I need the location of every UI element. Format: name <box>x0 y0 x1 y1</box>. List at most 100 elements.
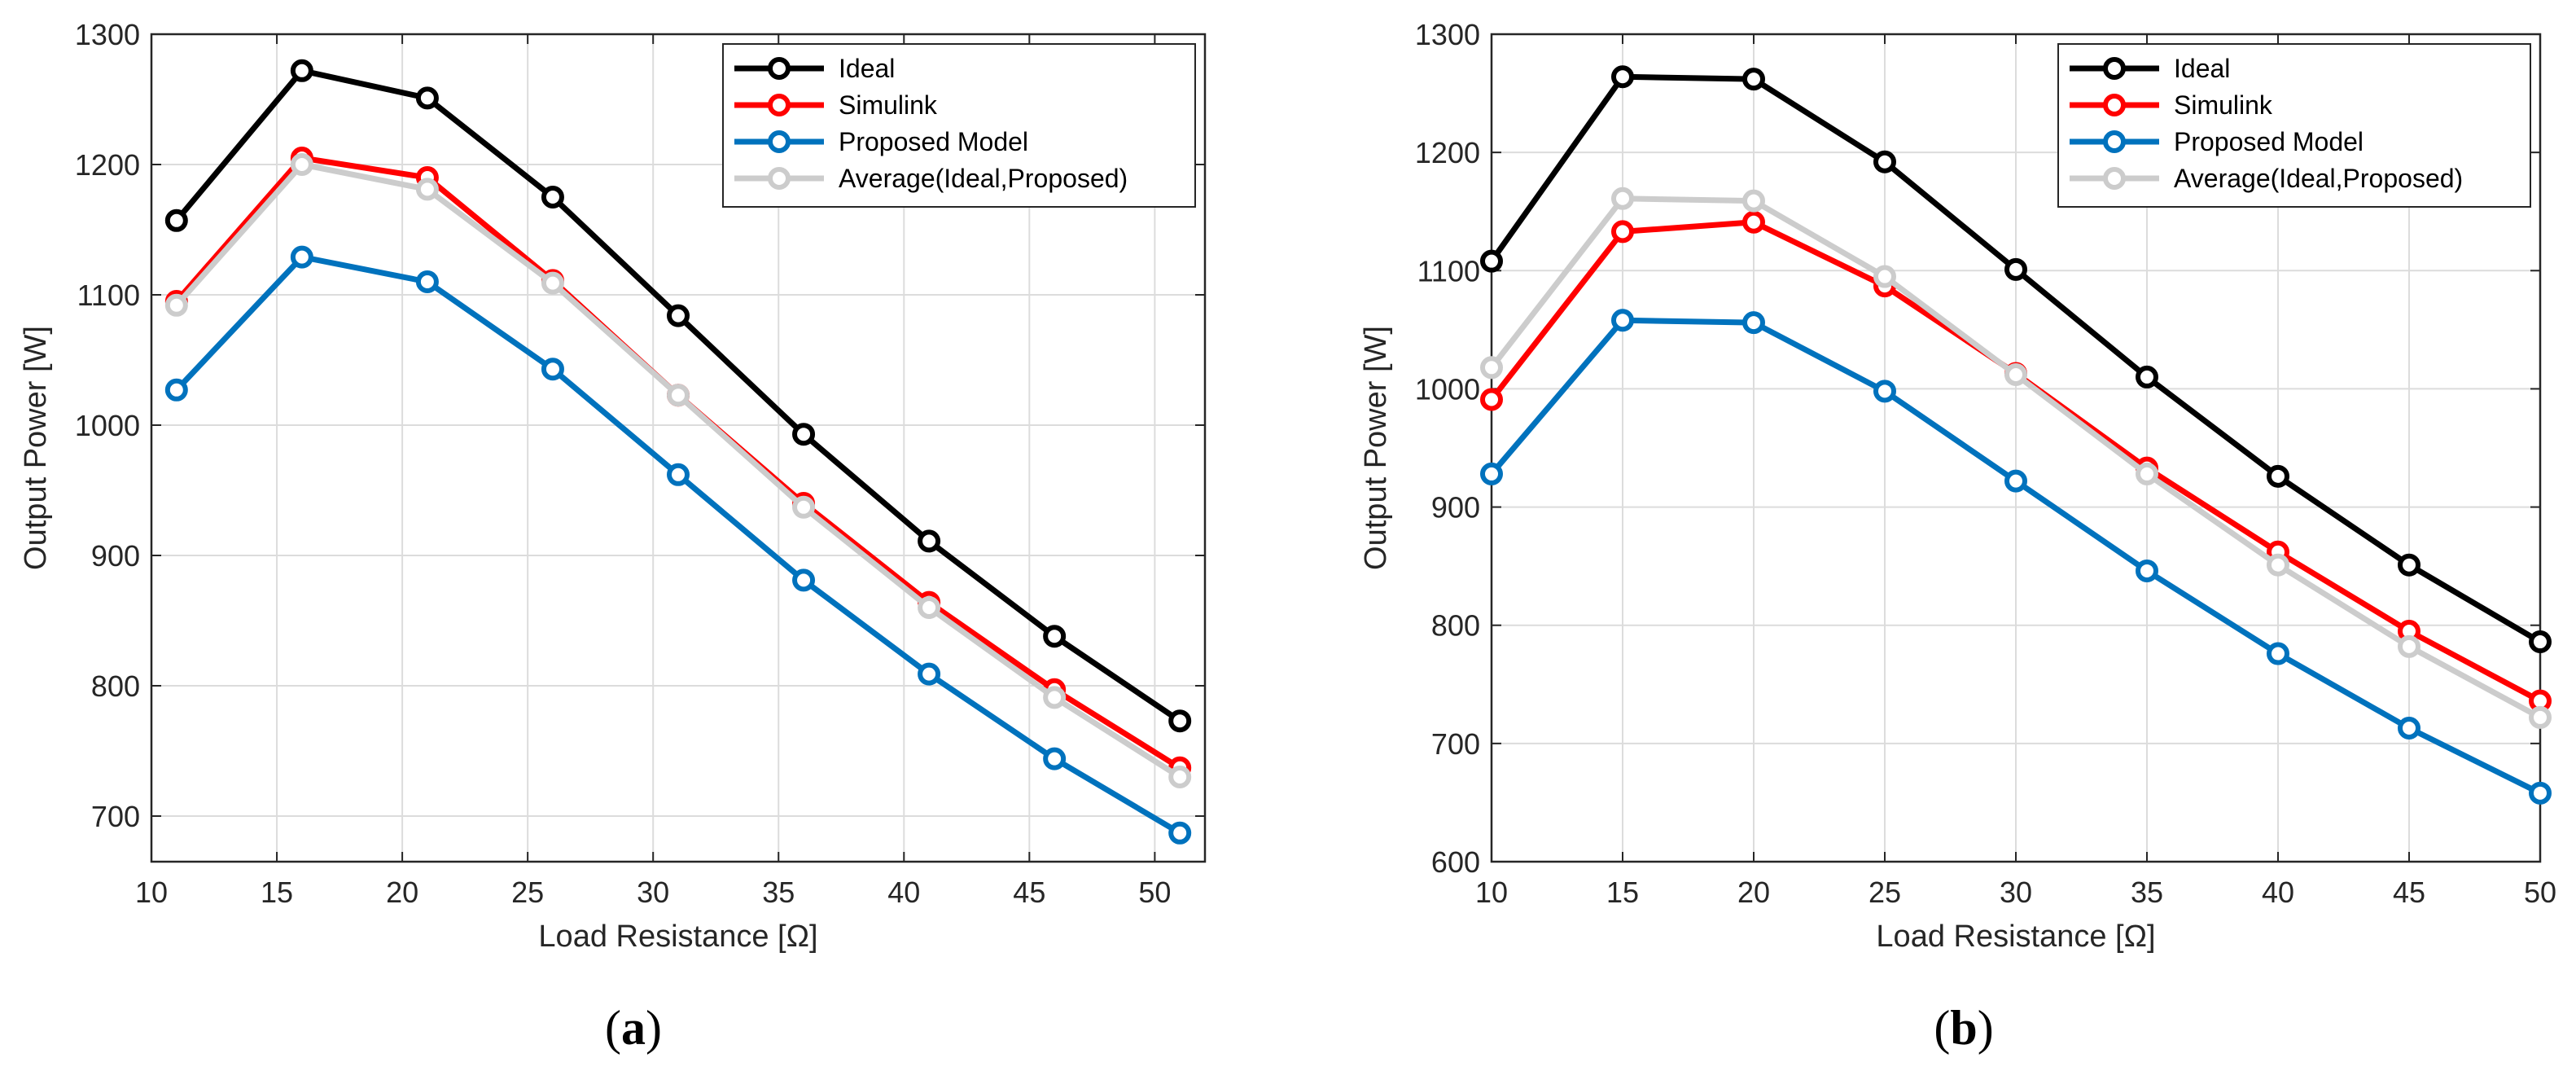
legend-swatch-marker <box>768 57 791 80</box>
legend-label: Proposed Model <box>839 127 1028 156</box>
x-tick-label: 50 <box>1138 876 1171 909</box>
y-tick-label: 1000 <box>1415 372 1480 406</box>
x-tick-label: 35 <box>2131 876 2163 909</box>
data-point <box>1742 311 1765 335</box>
data-point <box>2529 705 2552 729</box>
data-point <box>1168 709 1192 733</box>
data-point <box>541 186 564 208</box>
legend-item: Average(Ideal,Proposed) <box>734 164 1128 193</box>
legend-label: Average(Ideal,Proposed) <box>839 164 1128 193</box>
data-point <box>1873 150 1896 173</box>
data-point <box>164 378 188 402</box>
data-point <box>2004 363 2027 387</box>
x-tick-label: 25 <box>1868 876 1901 909</box>
legend-item: Proposed Model <box>2070 127 2364 156</box>
x-axis-label: Load Resistance [Ω] <box>1876 920 2155 954</box>
legend-label: Proposed Model <box>2174 127 2364 156</box>
legend-label: Simulink <box>839 90 938 120</box>
chart-b: 10 15 20 25 30 35 40 45 50 600 700 800 900 1000 1100 12… <box>1359 18 2556 1055</box>
legend-item: Ideal <box>734 54 895 83</box>
caption-close: ) <box>646 1001 662 1055</box>
y-tick-label: 700 <box>91 800 140 833</box>
data-point <box>1480 462 1503 485</box>
legend-item: Ideal <box>2070 54 2230 83</box>
legend-swatch-marker <box>2103 130 2126 153</box>
data-point <box>1611 65 1634 89</box>
data-point <box>792 423 816 446</box>
data-point <box>1480 249 1503 273</box>
caption-open: ( <box>1934 1001 1950 1055</box>
legend-label: Simulink <box>2174 90 2273 120</box>
y-tick-label: 700 <box>1431 727 1480 761</box>
y-tick-label: 900 <box>1431 491 1480 525</box>
y-tick-label: 1200 <box>1415 136 1480 169</box>
y-axis: 700 800 900 1000 1100 1200 1300 <box>75 18 1205 833</box>
data-point <box>2529 781 2552 805</box>
data-point <box>2004 469 2027 493</box>
x-tick-label: 15 <box>261 876 293 909</box>
data-point <box>1611 220 1634 244</box>
data-point <box>918 662 941 686</box>
data-point <box>1873 380 1896 403</box>
data-point <box>667 463 690 486</box>
data-point <box>1742 68 1765 91</box>
x-tick-label: 10 <box>1475 876 1508 909</box>
y-tick-label: 1000 <box>75 409 140 442</box>
data-point <box>1480 356 1503 380</box>
caption: (b) <box>1934 1001 1993 1055</box>
data-point <box>1168 821 1192 845</box>
x-tick-label: 20 <box>1737 876 1770 909</box>
series-average-ideal-proposed <box>1480 187 2552 729</box>
data-point <box>2267 642 2289 665</box>
data-point <box>1043 686 1067 709</box>
y-axis-label: Output Power [W] <box>19 326 53 570</box>
legend: Ideal Simulink Proposed Model Average(Ideal… <box>2057 43 2531 208</box>
data-point <box>164 293 188 317</box>
caption-open: ( <box>605 1001 621 1055</box>
caption-close: ) <box>1978 1001 1994 1055</box>
y-tick-label: 1300 <box>75 18 140 51</box>
caption-letter: b <box>1950 1001 1977 1055</box>
x-axis: 10 15 20 25 30 35 40 45 50 <box>1475 34 2556 909</box>
x-tick-label: 40 <box>887 876 920 909</box>
y-tick-label: 600 <box>1431 845 1480 879</box>
y-axis: 600 700 800 900 1000 1100 1200 1300 <box>1415 18 2540 879</box>
data-point <box>918 596 941 619</box>
data-point <box>415 270 439 293</box>
legend-swatch-marker <box>2103 94 2126 116</box>
x-tick-label: 30 <box>637 876 669 909</box>
data-point <box>1168 766 1192 788</box>
x-tick-label: 35 <box>762 876 795 909</box>
series-ideal <box>164 59 1192 733</box>
data-point <box>1611 187 1634 210</box>
legend-swatch-marker <box>768 167 791 190</box>
y-tick-label: 1100 <box>77 279 140 312</box>
legend-swatch-marker <box>2103 167 2126 190</box>
series-ideal <box>1480 65 2552 654</box>
data-point <box>290 245 313 269</box>
x-tick-label: 50 <box>2524 876 2556 909</box>
series-average-ideal-proposed <box>164 153 1192 788</box>
data-point <box>2398 634 2420 658</box>
series-proposed-model <box>1480 309 2552 805</box>
data-point <box>2004 257 2027 281</box>
x-axis: 10 15 20 25 30 35 40 45 50 <box>135 34 1171 909</box>
chart-a: 10 15 20 25 30 35 40 45 507008009001000110012001… <box>19 18 1207 1055</box>
data-point <box>290 153 313 176</box>
data-point <box>2136 559 2158 582</box>
y-tick-label: 1200 <box>75 148 140 182</box>
legend-item: Simulink <box>734 90 938 120</box>
x-tick-label: 30 <box>2000 876 2032 909</box>
x-tick-label: 20 <box>386 876 418 909</box>
data-point <box>541 358 564 381</box>
data-point <box>541 271 564 295</box>
x-tick-label: 10 <box>135 876 168 909</box>
legend-label: Average(Ideal,Proposed) <box>2174 164 2463 193</box>
data-point <box>2398 716 2420 740</box>
data-point <box>1043 625 1067 648</box>
y-tick-label: 800 <box>1431 609 1480 643</box>
data-point <box>1873 265 1896 288</box>
data-point <box>667 304 690 327</box>
x-tick-label: 40 <box>2262 876 2294 909</box>
